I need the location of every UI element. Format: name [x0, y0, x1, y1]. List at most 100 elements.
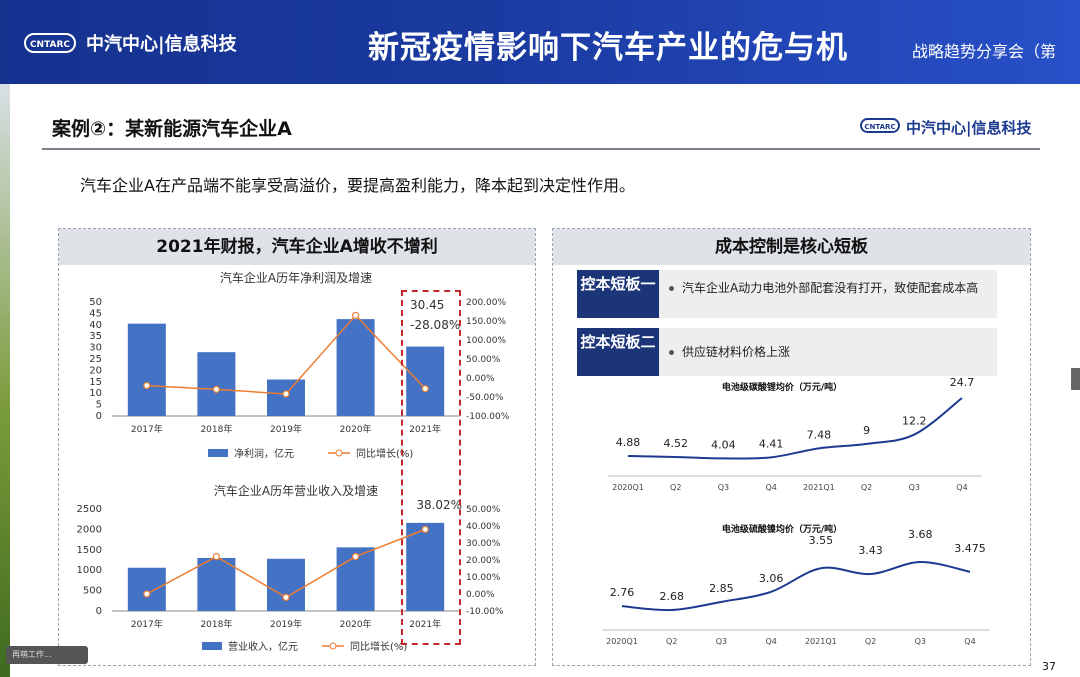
y-tick-label: 5: [96, 400, 102, 411]
org-logo: CNTARC: [24, 33, 76, 53]
x-tick-label: 2021Q1: [803, 483, 835, 492]
left-decor-strip: [0, 84, 10, 677]
data-label: 3.43: [858, 544, 883, 557]
growth-point: [143, 590, 151, 598]
y-tick-label: 2500: [77, 504, 102, 515]
y-tick-label: 0: [96, 411, 102, 422]
x-tick-label: Q4: [765, 637, 776, 646]
y-tick-label: 1500: [77, 545, 102, 556]
revenue-chart: 汽车企业A历年营业收入及增速 0 500 1000 1500 2000 2500 -10.0…: [77, 483, 504, 653]
y-tick-label: 20: [89, 365, 102, 376]
bar: [406, 346, 445, 416]
bar: [406, 522, 445, 611]
x-tick-label: 2018年: [200, 618, 232, 630]
y2-tick-label: -10.00%: [466, 607, 504, 617]
x-tick-label: 2020Q1: [606, 637, 638, 646]
bar: [267, 379, 305, 416]
y2-tick-label: 150.00%: [466, 317, 506, 327]
shortfall-tag: 控本短板一: [577, 270, 659, 318]
y2-tick-label: 20.00%: [466, 556, 501, 566]
x-tick-label: 2019年: [270, 423, 302, 435]
legend-label: 营业收入，亿元: [228, 640, 298, 653]
legend-label: 同比增长(%): [350, 640, 407, 653]
x-tick-label: 2021Q1: [805, 637, 837, 646]
y-tick-label: 50: [89, 297, 102, 308]
data-label: 7.48: [807, 428, 832, 441]
x-tick-label: Q2: [861, 483, 872, 492]
chart-title: 汽车企业A历年营业收入及增速: [214, 483, 378, 498]
legend-swatch-marker: [335, 449, 343, 457]
price-line: [621, 560, 971, 612]
data-label: 3.06: [759, 572, 784, 585]
legend-swatch-bar: [208, 449, 228, 457]
data-label: 3.475: [954, 542, 986, 555]
data-label: 2.85: [709, 582, 734, 595]
data-label: 4.52: [663, 437, 688, 450]
x-tick-label: Q4: [956, 483, 967, 492]
lithium-price-chart: 电池级碳酸锂均价（万元/吨） 2020Q1 Q2 Q3 Q4 2021Q1 Q2 Q3 Q4 4…: [608, 376, 982, 492]
data-label: 38.02%: [416, 498, 462, 512]
shortfall-text: 汽车企业A动力电池外部配套没有打开，致使配套成本高: [682, 281, 979, 295]
x-tick-label: 2018年: [200, 423, 232, 435]
org-name-small: 中汽中心|信息科技: [906, 119, 1032, 137]
growth-point: [352, 311, 360, 319]
x-tick-label: 2020年: [340, 618, 372, 630]
y-tick-label: 15: [89, 377, 102, 388]
x-tick-label: 2017年: [131, 618, 163, 630]
x-tick-label: Q4: [765, 483, 776, 492]
y2-tick-label: 100.00%: [466, 336, 506, 346]
data-label: 2.76: [610, 586, 635, 599]
y-tick-label: 45: [89, 308, 102, 319]
org-logo-small: CNTARC: [860, 118, 900, 133]
shortfall-tag: 控本短板二: [577, 328, 659, 376]
shortfall-card-1: 控本短板一 汽车企业A动力电池外部配套没有打开，致使配套成本高: [577, 270, 997, 318]
shortfall-card-2: 控本短板二 供应链材料价格上涨: [577, 328, 997, 376]
y2-tick-label: 10.00%: [466, 573, 501, 583]
title-divider: [42, 148, 1040, 150]
x-tick-label: 2020年: [340, 423, 372, 435]
price-line: [627, 397, 963, 460]
data-label: 4.88: [616, 436, 641, 449]
y-tick-label: 10: [89, 388, 102, 399]
header-bar: CNTARC 中汽中心|信息科技 新冠疫情影响下汽车产业的危与机 战略趋势分享会…: [0, 0, 1080, 84]
x-tick-label: 2020Q1: [612, 483, 644, 492]
data-label: -28.08%: [410, 318, 460, 332]
x-tick-label: Q4: [964, 637, 975, 646]
taskbar-thumb[interactable]: 再萌工作...: [6, 646, 88, 664]
side-expand-handle[interactable]: [1071, 368, 1080, 390]
growth-point: [212, 385, 220, 394]
header-subtitle: 战略趋势分享会（第: [912, 42, 1057, 61]
bar: [127, 567, 166, 611]
x-tick-label: Q3: [915, 637, 926, 646]
shortfall-text: 供应链材料价格上涨: [682, 345, 791, 359]
chart-title: 电池级碳酸锂均价（万元/吨）: [722, 381, 842, 393]
page-number: 37: [1042, 660, 1056, 673]
data-label: 9: [863, 424, 870, 437]
y-tick-label: 30: [89, 343, 102, 354]
legend-label: 同比增长(%): [356, 447, 413, 460]
x-tick-label: Q2: [666, 637, 677, 646]
growth-point: [282, 593, 290, 602]
x-tick-label: 2021年: [409, 423, 441, 435]
legend-label: 净利润，亿元: [234, 447, 294, 460]
data-label: 4.04: [711, 438, 736, 451]
chart-title: 电池级硫酸镍均价（万元/吨）: [722, 523, 842, 535]
growth-point: [212, 552, 220, 561]
x-tick-label: 2017年: [131, 423, 163, 435]
growth-point: [352, 552, 360, 561]
bar: [267, 558, 305, 611]
right-panel-header: 成本控制是核心短板: [553, 229, 1030, 265]
data-label: 3.55: [809, 534, 834, 547]
y-tick-label: 2000: [77, 524, 102, 535]
y2-tick-label: 50.00%: [466, 355, 501, 365]
y2-tick-label: 50.00%: [466, 505, 501, 515]
y-tick-label: 0: [96, 606, 102, 617]
y-tick-label: 25: [89, 354, 102, 365]
x-tick-label: Q3: [716, 637, 727, 646]
bar: [336, 319, 375, 416]
nickel-price-chart: 电池级硫酸镍均价（万元/吨） 2020Q1 Q2 Q3 Q4 2021Q1 Q2 Q3 Q4 2…: [602, 523, 990, 646]
bar: [127, 323, 166, 416]
data-label: 4.41: [759, 437, 784, 450]
